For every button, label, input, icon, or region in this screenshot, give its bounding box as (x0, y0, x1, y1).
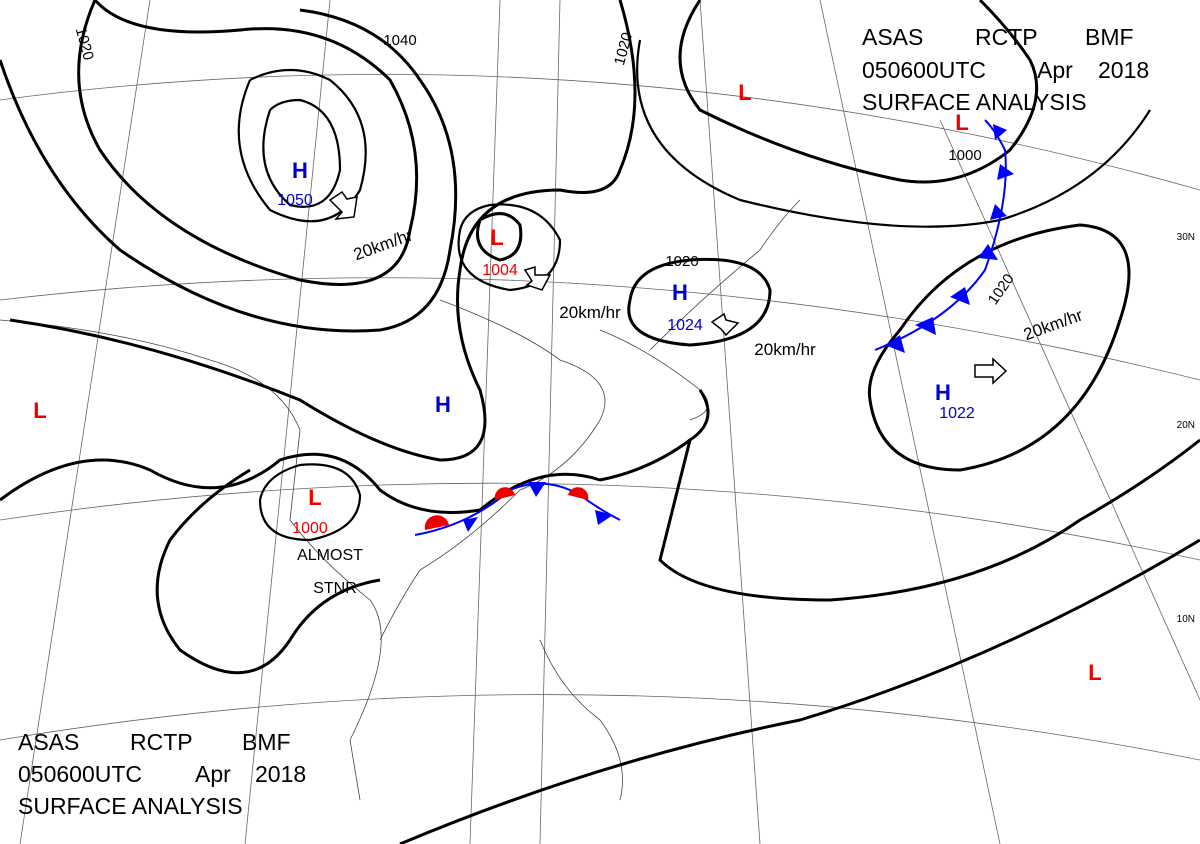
center-pressure: 1000 (292, 520, 328, 537)
center-pressure: 1024 (667, 317, 703, 334)
center-symbol: L (738, 80, 751, 105)
motion-arrows (328, 190, 1008, 385)
labels: ASAS RCTP BMF 050600UTC Apr 2018 SURFACE… (18, 24, 1149, 819)
latitude-label: 20N (1177, 420, 1195, 431)
front-note: ALMOST (297, 547, 363, 564)
header-text: Apr (195, 761, 231, 787)
cold-front (874, 119, 1007, 351)
cold-front-symbols (463, 482, 613, 532)
header-text: SURFACE ANALYSIS (18, 793, 243, 819)
isobar-label: 1020 (665, 253, 698, 270)
header-text: 050600UTC (862, 57, 986, 83)
front-note: STNR (313, 580, 357, 597)
center-symbol: H (935, 380, 951, 405)
center-pressure: 1050 (277, 192, 313, 209)
center-symbol: H (292, 158, 308, 183)
header-text: RCTP (975, 24, 1038, 50)
center-symbol: H (672, 280, 688, 305)
latitude-label: 30N (1177, 232, 1195, 243)
header-text: 2018 (255, 761, 306, 787)
latitude-label: 10N (1177, 614, 1195, 625)
coastlines (0, 199, 801, 801)
header-text: ASAS (862, 24, 923, 50)
header-text: BMF (1085, 24, 1134, 50)
header-text: 050600UTC (18, 761, 142, 787)
center-symbol: L (955, 110, 968, 135)
isobar-label: 1000 (948, 147, 981, 164)
header-text: RCTP (130, 729, 193, 755)
warm-front-symbols (424, 487, 589, 530)
header-text: ASAS (18, 729, 79, 755)
header-text: Apr (1037, 57, 1073, 83)
isobar-label: 1040 (383, 32, 416, 49)
center-pressure: 1022 (939, 405, 975, 422)
motion-label: 20km/hr (559, 303, 621, 322)
motion-label: 20km/hr (754, 340, 816, 359)
center-symbol: H (435, 392, 451, 417)
fronts (414, 119, 1014, 536)
center-pressure: 1004 (482, 262, 518, 279)
center-symbol: L (308, 485, 321, 510)
center-symbol: L (1088, 660, 1101, 685)
center-symbol: L (490, 225, 503, 250)
header-text: BMF (242, 729, 291, 755)
center-symbol: L (33, 398, 46, 423)
header-text: SURFACE ANALYSIS (862, 89, 1087, 115)
header-text: 2018 (1098, 57, 1149, 83)
